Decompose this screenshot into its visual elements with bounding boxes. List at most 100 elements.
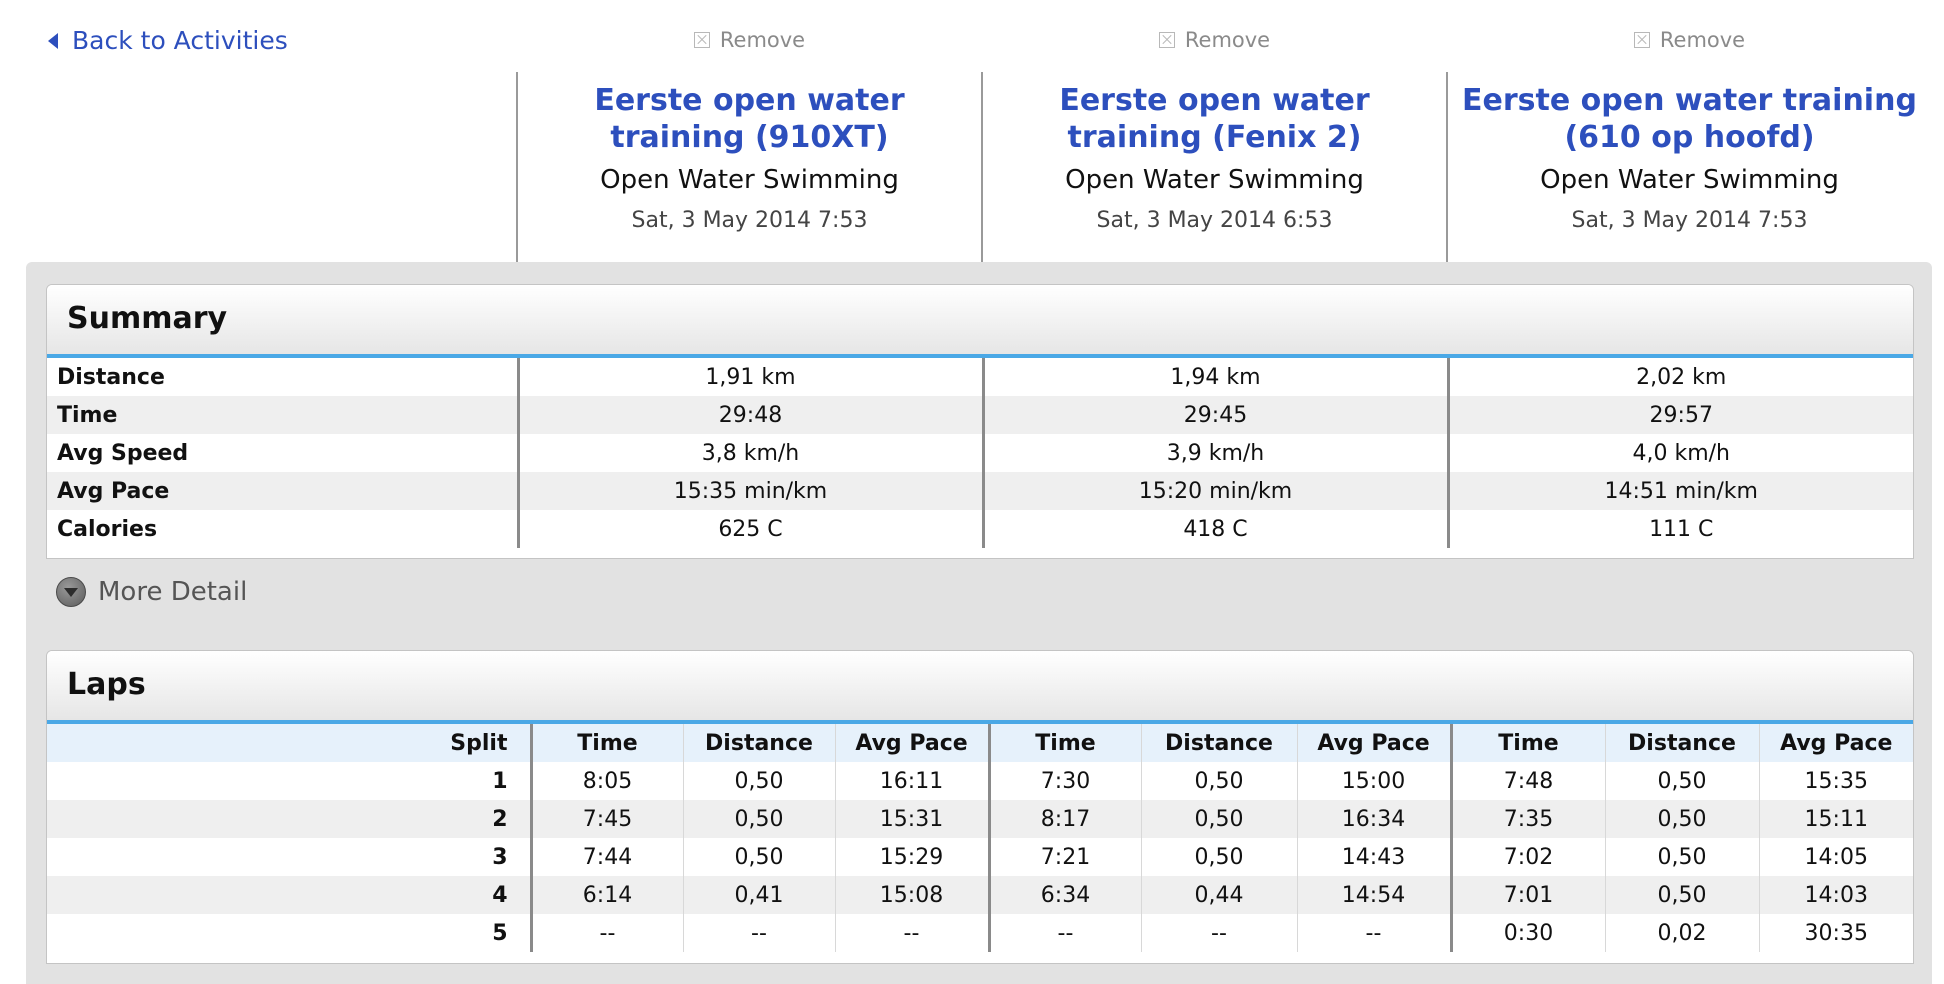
table-row: Calories 625 C 418 C 111 C: [47, 510, 1913, 548]
lap-cell: 7:45: [529, 800, 683, 838]
lap-cell: 30:35: [1758, 914, 1913, 952]
activity-column-2: Remove Eerste open water training (Fenix…: [982, 0, 1447, 262]
lap-cell: 0,41: [682, 876, 835, 914]
summary-value: 3,8 km/h: [516, 434, 983, 472]
remove-button-2[interactable]: Remove: [982, 28, 1447, 52]
summary-value: 4,0 km/h: [1446, 434, 1913, 472]
summary-label: Avg Pace: [47, 472, 518, 510]
activity-title-link[interactable]: Eerste open water training (610 op hoofd…: [1462, 83, 1917, 155]
close-icon: [693, 32, 710, 48]
column-header: Distance: [682, 724, 835, 762]
remove-button-3[interactable]: Remove: [1447, 28, 1932, 52]
split-number: 4: [47, 876, 531, 914]
summary-value: 1,91 km: [516, 358, 983, 396]
summary-value: 1,94 km: [981, 358, 1448, 396]
lap-cell: 0,50: [1140, 762, 1297, 800]
lap-cell: 16:34: [1296, 800, 1451, 838]
activity-column-1: Remove Eerste open water training (910XT…: [517, 0, 982, 262]
split-number: 5: [492, 920, 508, 946]
summary-value: 29:45: [981, 396, 1448, 434]
lap-cell: 0,50: [1140, 800, 1297, 838]
summary-title: Summary: [47, 285, 1913, 358]
lap-cell: 15:29: [834, 838, 989, 876]
table-row: 1 8:05 0,50 16:11 7:30 0,50 15:00 7:48 0,50 15:35: [47, 762, 1913, 800]
lap-cell: 7:48: [1449, 762, 1605, 800]
table-row: Avg Speed 3,8 km/h 3,9 km/h 4,0 km/h: [47, 434, 1913, 472]
summary-value: 29:57: [1446, 396, 1913, 434]
column-header: Time: [529, 724, 683, 762]
table-row: 2 7:45 0,50 15:31 8:17 0,50 16:34 7:35 0,50 15:11: [47, 800, 1913, 838]
lap-cell: 8:17: [987, 800, 1141, 838]
summary-section: Summary Distance 1,91 km 1,94 km 2,02 km…: [46, 284, 1914, 559]
lap-cell: 0:30: [1449, 914, 1605, 952]
summary-label: Time: [47, 396, 518, 434]
lap-cell: --: [1296, 914, 1451, 952]
column-divider: [981, 72, 983, 262]
column-header: Distance: [1140, 724, 1297, 762]
lap-cell: 0,02: [1604, 914, 1759, 952]
lap-cell: 14:54: [1296, 876, 1451, 914]
lap-cell: 7:44: [529, 838, 683, 876]
lap-cell: 0,50: [1604, 876, 1759, 914]
split-number: 2: [47, 800, 531, 838]
lap-cell: 14:03: [1758, 876, 1913, 914]
column-header: Time: [987, 724, 1141, 762]
laps-title: Laps: [47, 651, 1913, 724]
lap-cell: 6:14: [529, 876, 683, 914]
lap-cell: 7:01: [1449, 876, 1605, 914]
remove-label: Remove: [1184, 28, 1271, 52]
lap-cell: 0,44: [1140, 876, 1297, 914]
summary-value: 29:48: [516, 396, 983, 434]
lap-cell: 14:05: [1758, 838, 1913, 876]
lap-cell: 15:35: [1758, 762, 1913, 800]
chevron-down-icon: [56, 577, 86, 607]
table-row: Distance 1,91 km 1,94 km 2,02 km: [47, 358, 1913, 396]
summary-label: Distance: [57, 364, 165, 390]
column-header: Distance: [1604, 724, 1759, 762]
column-header: Avg Pace: [1296, 724, 1451, 762]
lap-cell: 0,50: [1604, 762, 1759, 800]
summary-value: 15:20 min/km: [981, 472, 1448, 510]
activity-column-3: Remove Eerste open water training (610 o…: [1447, 0, 1932, 262]
table-row: Time 29:48 29:45 29:57: [47, 396, 1913, 434]
table-header-row: Split Time Distance Avg Pace Time Distan…: [47, 724, 1913, 762]
lap-cell: --: [529, 914, 683, 952]
summary-value: 111 C: [1446, 510, 1913, 548]
activity-title-link[interactable]: Eerste open water training (Fenix 2): [1059, 83, 1370, 155]
lap-cell: 15:31: [834, 800, 989, 838]
remove-label: Remove: [719, 28, 806, 52]
activity-type: Open Water Swimming: [600, 165, 899, 195]
laps-table: Split Time Distance Avg Pace Time Distan…: [47, 724, 1913, 952]
back-to-activities-link[interactable]: Back to Activities: [48, 26, 288, 55]
lap-cell: 0,50: [682, 762, 835, 800]
lap-cell: 0,50: [1604, 838, 1759, 876]
column-divider: [516, 72, 518, 262]
activity-title-link[interactable]: Eerste open water training (910XT): [594, 83, 905, 155]
lap-cell: 15:08: [834, 876, 989, 914]
summary-value: 2,02 km: [1446, 358, 1913, 396]
summary-value: 3,9 km/h: [981, 434, 1448, 472]
lap-cell: 0,50: [682, 800, 835, 838]
activity-type: Open Water Swimming: [1540, 165, 1839, 195]
more-detail-label: More Detail: [98, 577, 248, 607]
split-number: 3: [492, 844, 508, 870]
table-row: Avg Pace 15:35 min/km 15:20 min/km 14:51…: [47, 472, 1913, 510]
lap-cell: --: [682, 914, 835, 952]
lap-cell: 8:05: [529, 762, 683, 800]
table-row: 4 6:14 0,41 15:08 6:34 0,44 14:54 7:01 0,50 14:03: [47, 876, 1913, 914]
column-header: Time: [1449, 724, 1605, 762]
more-detail-toggle[interactable]: More Detail: [56, 577, 247, 607]
remove-button-1[interactable]: Remove: [517, 28, 982, 52]
lap-cell: 0,50: [1140, 838, 1297, 876]
column-header: Avg Pace: [834, 724, 989, 762]
activity-date: Sat, 3 May 2014 7:53: [1571, 208, 1808, 233]
lap-cell: 15:11: [1758, 800, 1913, 838]
lap-cell: 14:43: [1296, 838, 1451, 876]
comparison-panel: Summary Distance 1,91 km 1,94 km 2,02 km…: [26, 262, 1932, 984]
summary-value: 15:35 min/km: [516, 472, 983, 510]
summary-label: Calories: [57, 516, 158, 542]
activity-date: Sat, 3 May 2014 6:53: [1096, 208, 1333, 233]
lap-cell: --: [834, 914, 989, 952]
remove-label: Remove: [1659, 28, 1746, 52]
activity-type: Open Water Swimming: [1065, 165, 1364, 195]
